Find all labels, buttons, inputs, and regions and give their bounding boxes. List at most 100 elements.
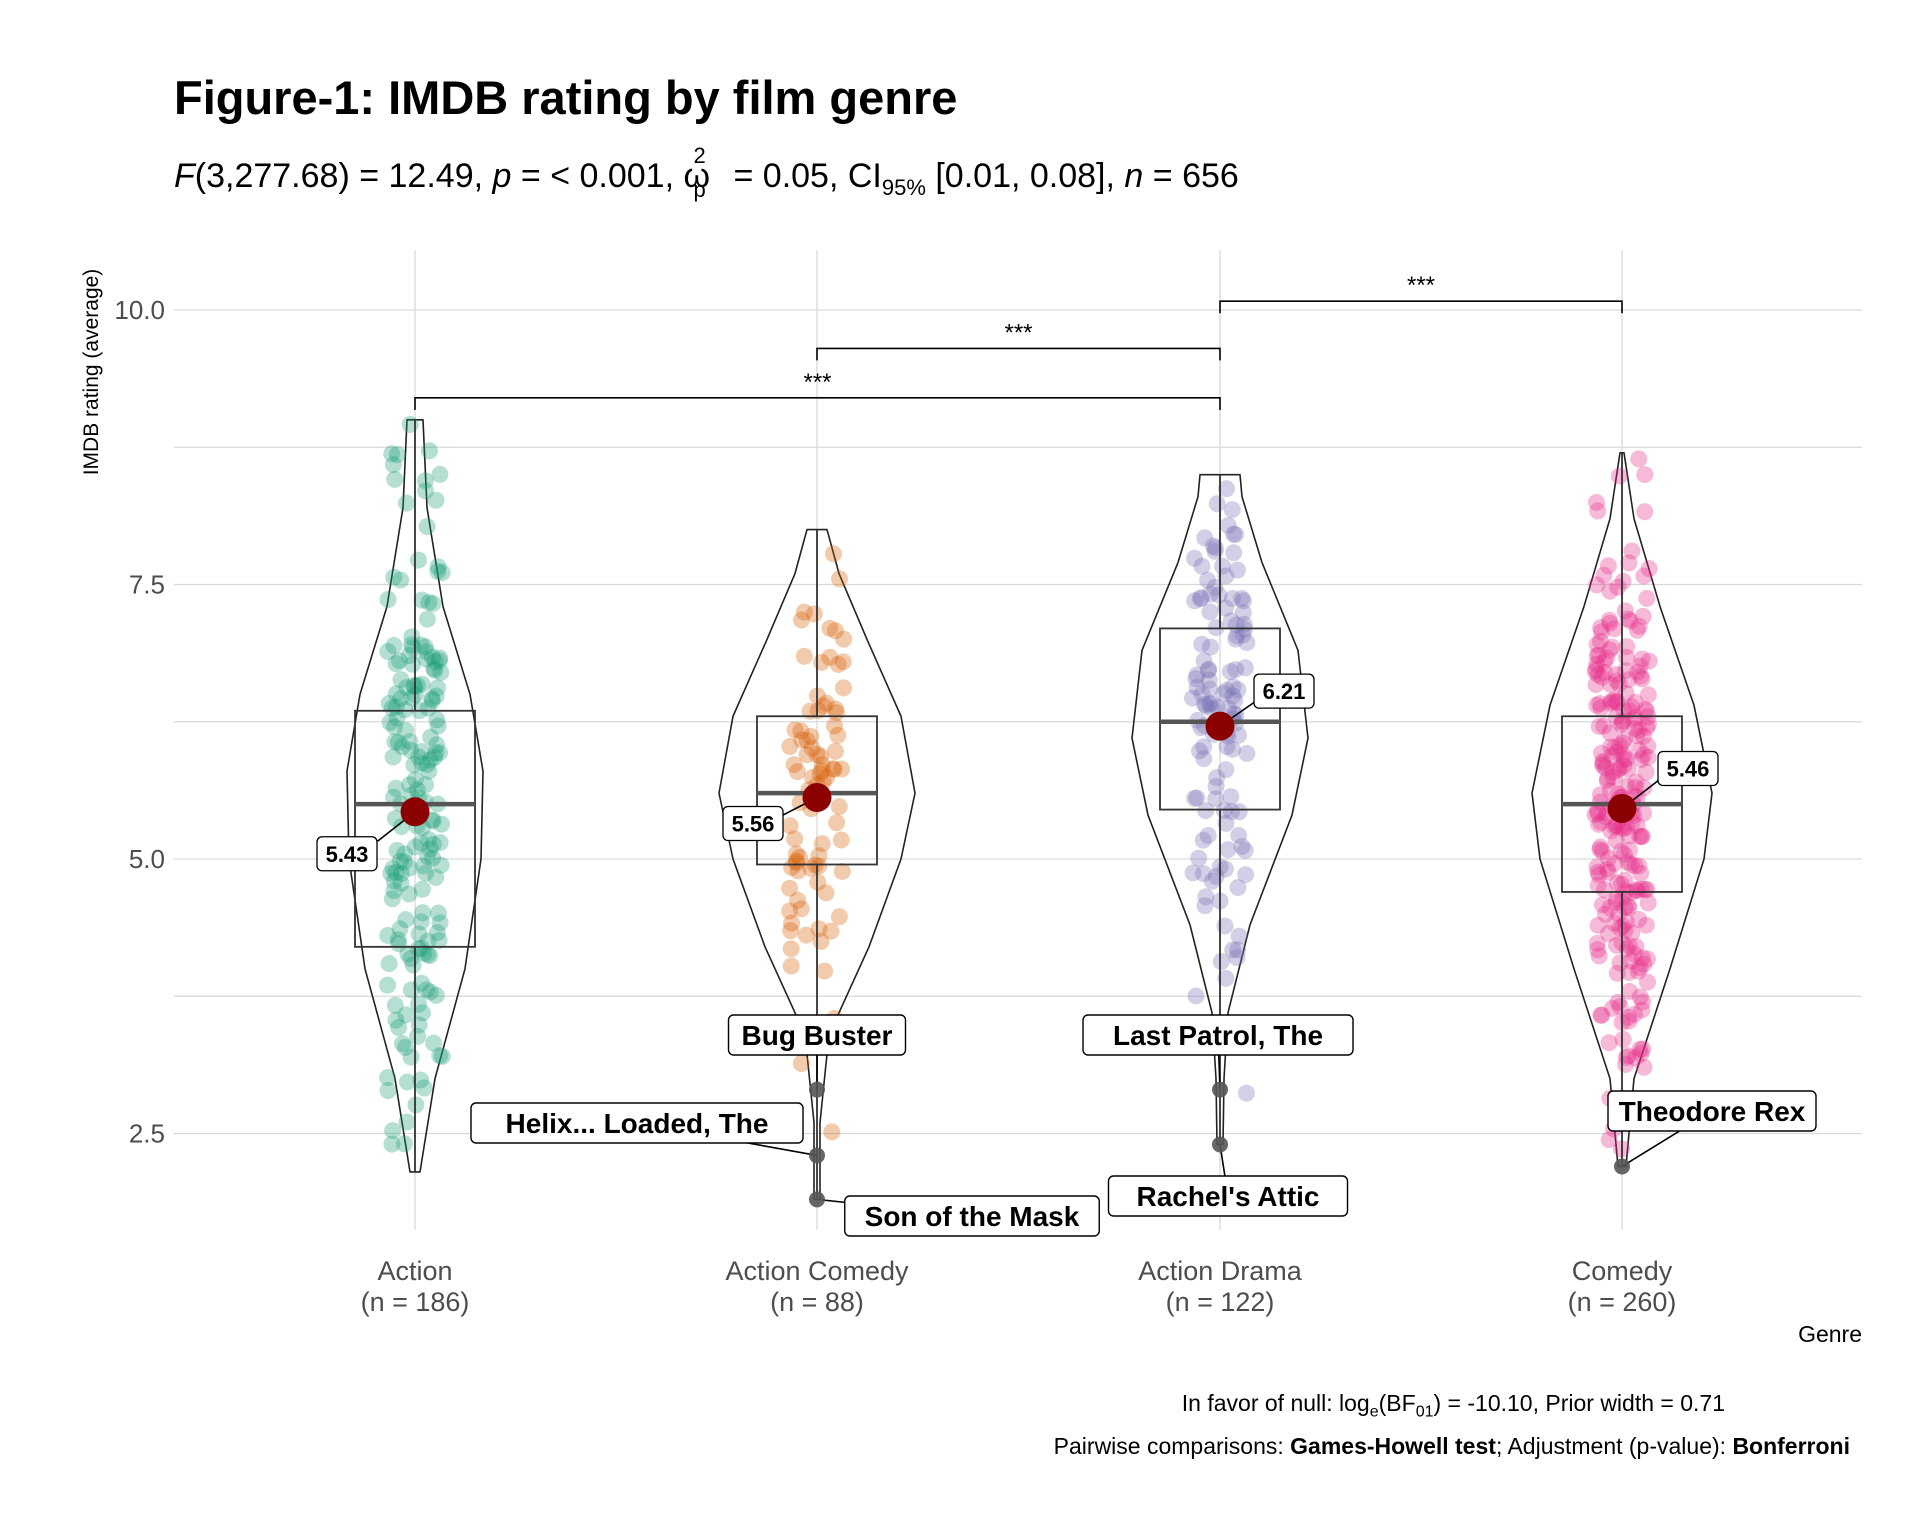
data-point	[431, 1047, 449, 1065]
data-point	[1595, 566, 1613, 584]
data-point	[1620, 827, 1638, 845]
data-point	[811, 765, 829, 783]
comparison-label: ***	[803, 369, 831, 396]
data-point	[409, 1027, 427, 1045]
data-point	[1601, 724, 1619, 742]
data-point	[403, 628, 421, 646]
data-point	[781, 879, 799, 897]
x-tick-label: (n = 122)	[1166, 1287, 1275, 1317]
outlier-label: Son of the Mask	[865, 1201, 1080, 1232]
data-point	[1215, 684, 1233, 702]
data-point	[431, 833, 449, 851]
data-point	[1604, 763, 1622, 781]
data-point	[1590, 717, 1608, 735]
data-point	[793, 611, 811, 629]
data-point	[390, 1019, 408, 1037]
data-point	[1635, 567, 1653, 585]
data-point	[395, 853, 413, 871]
data-point	[1229, 681, 1247, 699]
data-point	[1234, 626, 1252, 644]
data-point	[802, 727, 820, 745]
data-point	[1187, 670, 1205, 688]
data-point	[1635, 804, 1653, 822]
comparison-bracket	[414, 397, 1221, 410]
data-point	[431, 649, 449, 667]
data-point	[397, 1006, 415, 1024]
data-point	[1207, 867, 1225, 885]
data-point	[1626, 719, 1644, 737]
data-point	[1606, 739, 1624, 757]
outlier-label: Bug Buster	[742, 1020, 893, 1051]
data-point	[1217, 969, 1235, 987]
data-point	[385, 872, 403, 890]
data-point	[379, 590, 397, 608]
data-point	[404, 655, 422, 673]
data-point	[1589, 805, 1607, 823]
x-tick-label: (n = 88)	[770, 1287, 864, 1317]
data-point	[429, 679, 447, 697]
x-tick-label: Action Comedy	[725, 1256, 909, 1286]
data-point	[1228, 949, 1246, 967]
data-point	[1217, 480, 1235, 498]
data-point	[1614, 889, 1632, 907]
data-point	[426, 653, 444, 671]
data-point	[1589, 502, 1607, 520]
data-point	[1200, 660, 1218, 678]
data-point	[1592, 1006, 1610, 1024]
data-point	[1608, 672, 1626, 690]
data-point	[421, 840, 439, 858]
data-point	[1230, 927, 1248, 945]
data-point	[396, 1038, 414, 1056]
data-point	[1611, 737, 1629, 755]
data-point	[1626, 778, 1644, 796]
data-point	[387, 1011, 405, 1029]
outlier-label: Rachel's Attic	[1136, 1181, 1319, 1212]
data-point	[798, 746, 816, 764]
data-point	[420, 442, 438, 460]
data-point	[412, 913, 430, 931]
effect-size-sub: p	[693, 177, 706, 202]
data-point	[1594, 757, 1612, 775]
data-point	[787, 854, 805, 872]
data-point	[425, 1034, 443, 1052]
data-point	[1612, 818, 1630, 836]
data-point	[833, 760, 851, 778]
data-point	[392, 671, 410, 689]
data-point	[389, 733, 407, 751]
data-point	[1614, 1030, 1632, 1048]
data-point	[1627, 938, 1645, 956]
data-point	[430, 652, 448, 670]
data-point	[1638, 881, 1656, 899]
x-axis-label: Genre	[1798, 1321, 1862, 1347]
data-point	[1612, 715, 1630, 733]
data-point	[1188, 666, 1206, 684]
data-point	[1612, 875, 1630, 893]
data-point	[1227, 630, 1245, 648]
data-point	[1199, 662, 1217, 680]
data-point	[1619, 1008, 1637, 1026]
data-point	[1640, 652, 1658, 670]
data-point	[1635, 1058, 1653, 1076]
outlier-label-box	[844, 1195, 1100, 1237]
data-point	[388, 841, 406, 859]
data-point	[798, 731, 816, 749]
data-point	[1227, 660, 1245, 678]
violin-layer	[346, 419, 1713, 1201]
data-point	[1630, 857, 1648, 875]
comparison-bracket	[816, 347, 1221, 361]
data-point	[1199, 827, 1217, 845]
data-point	[1625, 945, 1643, 963]
outlier-label-box	[470, 1102, 804, 1144]
data-point	[392, 874, 410, 892]
data-point	[419, 945, 437, 963]
data-point	[415, 944, 433, 962]
x-tick-label: Action	[377, 1256, 452, 1286]
data-point	[1638, 718, 1656, 736]
data-point	[1620, 963, 1638, 981]
data-point	[1629, 962, 1647, 980]
ci-interval: [0.01, 0.08],	[935, 157, 1115, 195]
data-point	[397, 911, 415, 929]
data-point	[792, 1054, 810, 1072]
data-point	[812, 747, 830, 765]
data-point	[1228, 561, 1246, 579]
